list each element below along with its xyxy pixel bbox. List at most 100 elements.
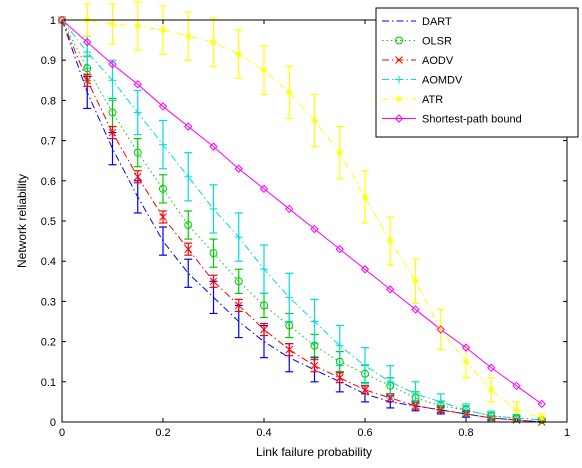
legend-item-aodv: AODV <box>382 55 454 67</box>
legend-box <box>375 7 579 138</box>
data-point-aodv <box>184 245 193 253</box>
data-point-legend-shortest-path-bound <box>394 114 404 123</box>
data-point-shortest-path-bound <box>360 265 370 274</box>
x-tick-label: 0.6 <box>357 427 372 439</box>
data-point-olsr <box>361 369 369 378</box>
x-axis-ticks: 0 0.2 0.4 0.6 0.8 1 <box>59 20 570 439</box>
legend-label-dart: DART <box>422 16 452 28</box>
data-point-atr <box>462 358 470 366</box>
data-point-aomdv <box>487 411 496 420</box>
data-point-aomdv <box>133 108 142 117</box>
data-point-olsr <box>260 301 268 310</box>
x-tick-label: 0.8 <box>458 427 473 439</box>
data-point-legend-aomdv <box>395 75 403 84</box>
data-point-atr <box>109 20 116 28</box>
data-point-shortest-path-bound <box>487 363 496 372</box>
data-point-atr <box>361 193 369 201</box>
y-tick-label: 0.5 <box>41 216 56 228</box>
data-point-atr <box>260 66 268 74</box>
legend-label-aodv: AODV <box>422 55 454 67</box>
data-point-shortest-path-bound <box>259 184 269 194</box>
data-point-aodv <box>411 402 420 410</box>
y-tick-label: 0.1 <box>41 377 56 389</box>
data-point-aomdv <box>260 265 268 274</box>
data-point-aodv <box>386 394 395 402</box>
data-point-legend-aodv <box>395 56 403 64</box>
data-point-aomdv <box>83 48 92 57</box>
data-point-shortest-path-bound <box>411 305 420 314</box>
x-axis-label: Link failure probability <box>256 445 372 459</box>
data-point-shortest-path-bound <box>209 142 218 151</box>
data-point-atr <box>538 414 546 422</box>
data-point-aodv <box>462 410 470 418</box>
error-bar-olsr <box>108 97 117 128</box>
data-point-atr <box>513 406 520 414</box>
y-tick-label: 0 <box>50 417 56 429</box>
data-point-olsr <box>310 341 319 350</box>
legend-item-dart: DART <box>382 16 452 28</box>
series-line-atr <box>62 19 542 419</box>
error-bar-olsr <box>133 137 142 168</box>
data-point-olsr <box>234 277 243 286</box>
data-point-atr <box>386 237 394 245</box>
data-point-aomdv <box>512 413 521 422</box>
data-point-aodv <box>108 128 117 137</box>
data-point-shortest-path-bound <box>335 244 344 254</box>
data-point-olsr <box>159 184 167 193</box>
data-point-shortest-path-bound <box>461 343 471 352</box>
data-point-atr <box>437 326 445 334</box>
error-bar-olsr <box>159 174 167 204</box>
error-bar-olsr <box>234 268 243 294</box>
data-point-aodv <box>133 172 142 181</box>
data-point-aomdv <box>411 389 420 398</box>
series-line-aodv <box>61 19 542 423</box>
data-point-olsr <box>108 108 117 117</box>
y-tick-label: 1 <box>50 15 56 27</box>
legend-label-olsr: OLSR <box>422 36 452 48</box>
data-point-atr <box>311 117 318 124</box>
data-point-aomdv <box>310 317 319 326</box>
legend-label-atr: ATR <box>422 94 443 106</box>
y-tick-label: 0.3 <box>41 296 56 308</box>
data-point-shortest-path-bound <box>537 399 546 409</box>
data-point-aodv <box>234 301 243 310</box>
data-point-aomdv <box>184 172 193 181</box>
y-tick-label: 0.6 <box>41 176 56 188</box>
data-point-aodv <box>159 213 167 221</box>
x-tick-label: 1 <box>564 427 570 439</box>
legend: DART OLSR AODV AOMDV ATR Shortest-path bound <box>375 7 579 138</box>
data-point-aodv <box>260 325 268 334</box>
error-bar-olsr <box>209 238 218 268</box>
error-bar-olsr <box>184 210 193 240</box>
legend-label-shortest-path-bound: Shortest-path bound <box>422 114 522 126</box>
data-point-olsr <box>335 357 344 366</box>
legend-label-aomdv: AOMDV <box>422 75 463 87</box>
data-point-aodv <box>209 277 218 286</box>
y-tick-label: 0.9 <box>41 55 56 67</box>
legend-item-olsr: OLSR <box>382 36 452 48</box>
data-point-shortest-path-bound <box>386 285 395 294</box>
series-lines <box>61 19 543 423</box>
data-point-aomdv <box>335 341 344 350</box>
data-point-shortest-path-bound <box>512 381 521 391</box>
error-bar-dart <box>159 226 167 256</box>
data-point-aomdv <box>209 204 218 213</box>
x-tick-label: 0.2 <box>155 427 170 439</box>
data-point-aomdv <box>436 397 445 406</box>
data-point-olsr <box>184 221 193 230</box>
data-point-aodv <box>285 345 294 354</box>
data-point-olsr <box>209 249 218 258</box>
data-point-shortest-path-bound <box>234 164 243 173</box>
data-point-olsr <box>83 64 92 73</box>
x-tick-label: 0 <box>59 427 65 439</box>
data-point-shortest-path-bound <box>83 37 92 47</box>
data-point-aomdv <box>361 361 369 370</box>
y-tick-label: 0.8 <box>41 95 56 107</box>
series-line-aomdv <box>61 19 542 421</box>
data-point-shortest-path-bound <box>184 122 193 131</box>
data-point-aomdv <box>159 140 167 149</box>
data-point-atr <box>235 50 243 58</box>
data-point-aodv <box>83 76 92 85</box>
data-point-shortest-path-bound <box>108 60 117 69</box>
x-tick-label: 0.4 <box>256 427 271 439</box>
